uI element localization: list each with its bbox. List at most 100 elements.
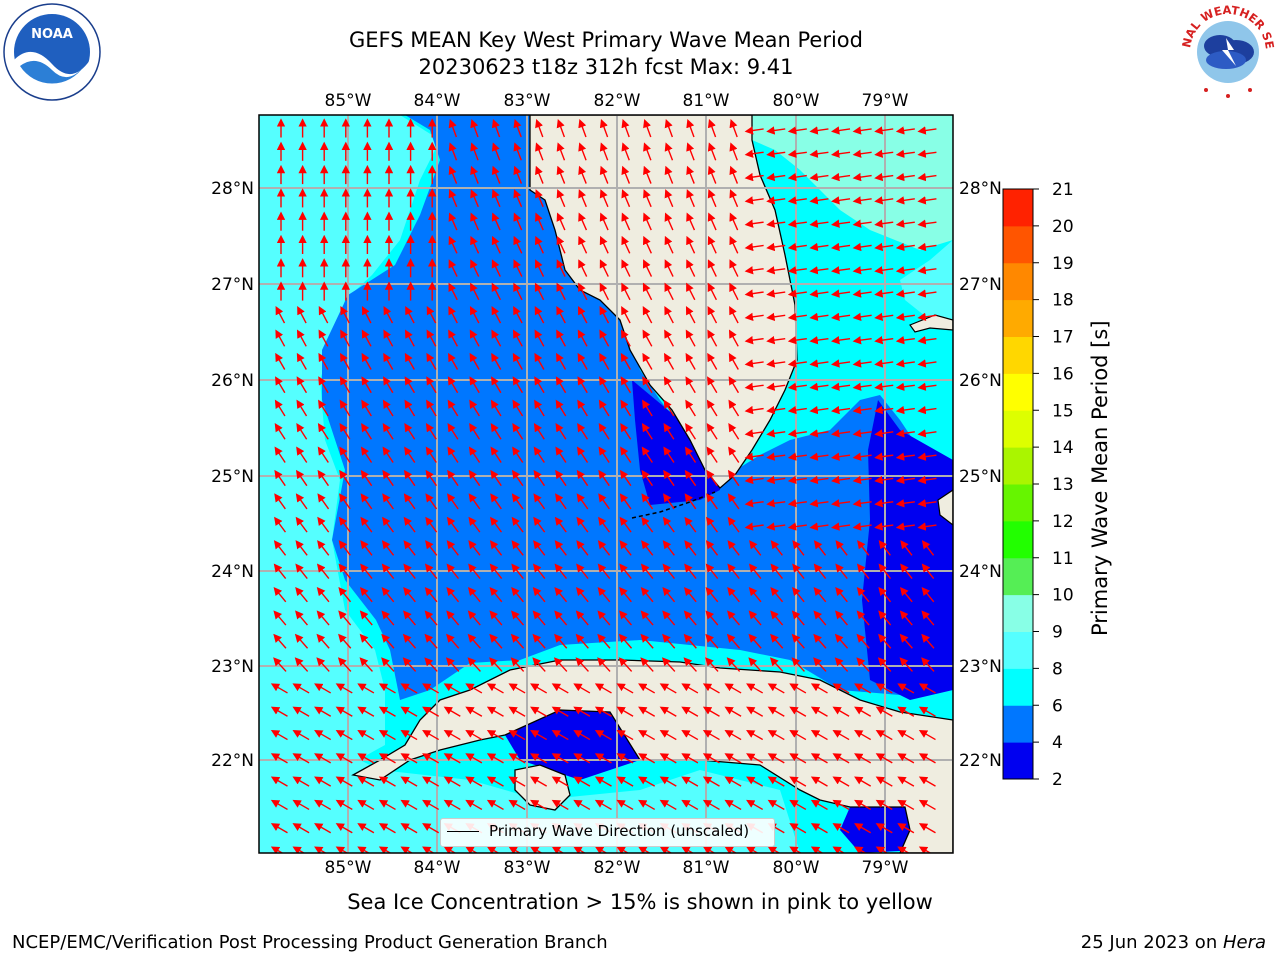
wave-direction-arrow	[684, 540, 697, 556]
wave-direction-arrow	[337, 657, 352, 672]
wave-direction-arrow	[895, 336, 915, 345]
wave-direction-arrow	[599, 165, 609, 184]
wave-direction-arrow	[469, 352, 480, 370]
wave-direction-arrow	[809, 312, 829, 322]
wave-direction-arrow	[619, 540, 632, 556]
wave-direction-arrow	[508, 683, 526, 694]
wave-direction-arrow	[378, 823, 396, 834]
wave-direction-arrow	[878, 540, 891, 556]
wave-direction-arrow	[684, 493, 697, 510]
wave-direction-arrow	[468, 516, 481, 533]
wave-direction-arrow	[316, 657, 330, 672]
wave-direction-arrow	[748, 563, 762, 580]
wave-direction-arrow	[620, 423, 632, 440]
wave-direction-arrow	[446, 633, 460, 649]
wave-direction-arrow	[899, 586, 913, 603]
wave-direction-arrow	[316, 563, 330, 580]
colorbar-tick-label: 13	[1052, 475, 1074, 495]
wave-direction-arrow	[831, 522, 851, 531]
wave-direction-arrow	[314, 729, 332, 741]
colorbar-tick-label: 19	[1052, 254, 1074, 274]
wave-direction-arrow	[556, 235, 566, 254]
wave-direction-arrow	[448, 165, 458, 184]
wave-direction-arrow	[706, 446, 718, 463]
wave-direction-arrow	[357, 799, 375, 811]
wave-direction-arrow	[744, 336, 764, 345]
wave-direction-arrow	[316, 610, 330, 626]
wave-direction-arrow	[640, 657, 654, 672]
wave-direction-arrow	[724, 706, 742, 717]
colorbar-tick-label: 4	[1052, 733, 1063, 753]
colorbar-tick-label: 21	[1052, 180, 1074, 200]
wave-direction-arrow	[809, 289, 829, 298]
wave-direction-arrow	[921, 657, 935, 672]
wave-direction-arrow	[275, 352, 286, 370]
wave-direction-arrow	[424, 586, 438, 603]
wave-direction-arrow	[702, 776, 720, 787]
wave-direction-arrow	[917, 499, 937, 508]
wave-direction-arrow	[486, 683, 504, 694]
wave-direction-arrow	[378, 753, 396, 764]
wave-direction-arrow	[491, 212, 501, 231]
wave-direction-arrow	[619, 610, 632, 626]
colorbar-segment	[1003, 594, 1033, 632]
wave-direction-arrow	[770, 633, 784, 649]
wave-direction-arrow	[555, 493, 567, 510]
wave-direction-arrow	[314, 753, 332, 764]
wave-direction-arrow	[729, 212, 739, 231]
wave-direction-arrow	[573, 683, 591, 694]
wave-direction-arrow	[470, 119, 479, 138]
wave-direction-arrow	[895, 289, 915, 298]
lon-label-top: 84°W	[414, 91, 461, 111]
wave-direction-arrow	[425, 423, 437, 440]
footer-credit: NCEP/EMC/Verification Post Processing Pr…	[12, 932, 608, 953]
wave-direction-arrow	[573, 729, 591, 741]
wave-direction-arrow	[335, 683, 353, 694]
wave-direction-arrow	[685, 306, 696, 324]
wave-direction-arrow	[727, 469, 740, 487]
wave-direction-arrow	[530, 753, 548, 764]
wave-direction-arrow	[621, 189, 631, 208]
wave-direction-arrow	[638, 753, 656, 764]
wave-direction-arrow	[292, 799, 310, 811]
wave-direction-arrow	[832, 799, 850, 811]
wave-direction-arrow	[578, 119, 587, 138]
wave-direction-arrow	[897, 753, 915, 764]
wave-direction-arrow	[616, 683, 634, 694]
wave-direction-arrow	[469, 423, 481, 440]
wave-direction-arrow	[361, 376, 372, 394]
wave-direction-arrow	[787, 126, 807, 135]
wave-direction-arrow	[448, 189, 458, 208]
wave-direction-arrow	[621, 259, 631, 277]
wave-direction-arrow	[270, 776, 288, 787]
wave-direction-arrow	[810, 753, 828, 764]
wave-direction-arrow	[766, 312, 786, 322]
wave-direction-arrow	[917, 172, 937, 182]
wave-direction-arrow	[895, 405, 915, 415]
wave-direction-arrow	[403, 586, 416, 603]
wave-direction-arrow	[895, 172, 915, 182]
wave-direction-arrow	[686, 189, 695, 208]
lat-label-right: 23°N	[959, 657, 1002, 677]
wave-direction-arrow	[530, 729, 548, 741]
wave-direction-arrow	[426, 352, 437, 370]
wave-direction-arrow	[338, 516, 351, 533]
legend-label: Primary Wave Direction (unscaled)	[489, 822, 750, 840]
wave-direction-arrow	[787, 405, 807, 415]
wave-direction-arrow	[400, 753, 418, 764]
wave-direction-arrow	[809, 266, 829, 275]
wave-direction-arrow	[638, 683, 656, 694]
wave-direction-arrow	[917, 522, 937, 531]
wave-direction-arrow	[875, 729, 893, 741]
wave-direction-arrows	[270, 118, 937, 853]
wave-direction-arrow	[874, 219, 894, 228]
wave-direction-arrow	[446, 586, 460, 603]
wave-direction-arrow	[726, 657, 741, 672]
wave-direction-arrow	[556, 259, 566, 277]
wave-direction-arrow	[766, 149, 786, 158]
wave-direction-arrow	[748, 657, 762, 672]
wave-direction-arrow	[681, 706, 699, 717]
wave-direction-arrow	[852, 312, 872, 322]
wave-direction-arrow	[491, 189, 501, 208]
wave-direction-arrow	[643, 212, 652, 231]
